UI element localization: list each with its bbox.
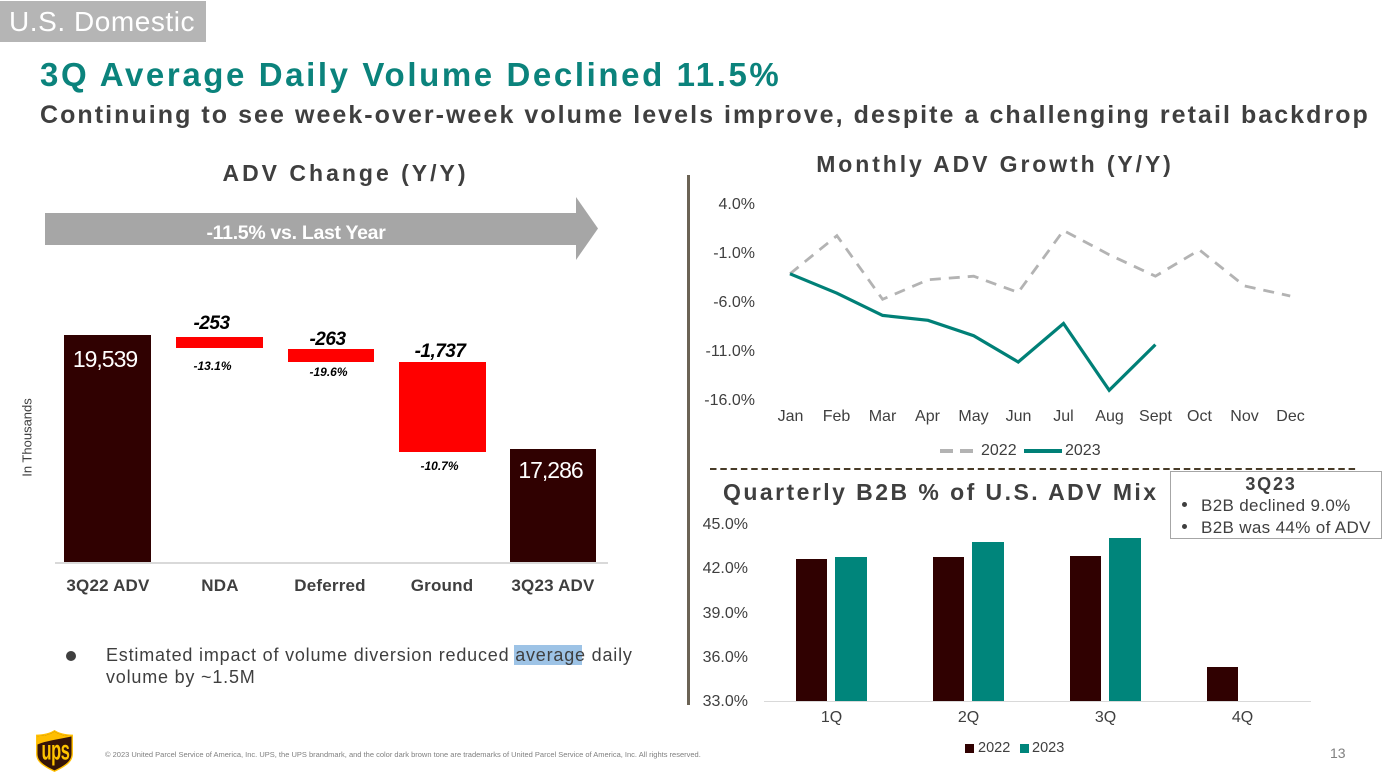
svg-text:ups: ups <box>41 734 69 766</box>
